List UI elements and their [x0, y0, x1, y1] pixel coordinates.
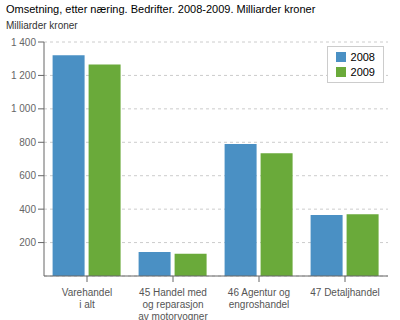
- svg-text:600: 600: [19, 170, 36, 181]
- html-text:Omsetning, etter næring. Bedri: Omsetning, etter næring. Bedrifter. 2008…: [6, 3, 316, 15]
- svg-text:47 Detaljhandel: 47 Detaljhandel: [310, 287, 380, 298]
- svg-text:45 Handel medog reparasjonav m: 45 Handel medog reparasjonav motorvogner: [138, 287, 208, 320]
- svg-text:1 400: 1 400: [11, 37, 36, 48]
- html-text:2009: 2009: [350, 66, 375, 78]
- svg-text:400: 400: [19, 204, 36, 215]
- svg-text:200: 200: [19, 237, 36, 248]
- html-text:Milliarder kroner: Milliarder kroner: [6, 20, 78, 31]
- svg-text:1 000: 1 000: [11, 103, 36, 114]
- svg-text:800: 800: [19, 137, 36, 148]
- svg-text:Varehandeli alt: Varehandeli alt: [62, 287, 112, 310]
- html-text:2008: 2008: [350, 51, 375, 63]
- svg-text:46 Agentur ogengroshandel: 46 Agentur ogengroshandel: [228, 287, 290, 310]
- svg-text:1 200: 1 200: [11, 70, 36, 81]
